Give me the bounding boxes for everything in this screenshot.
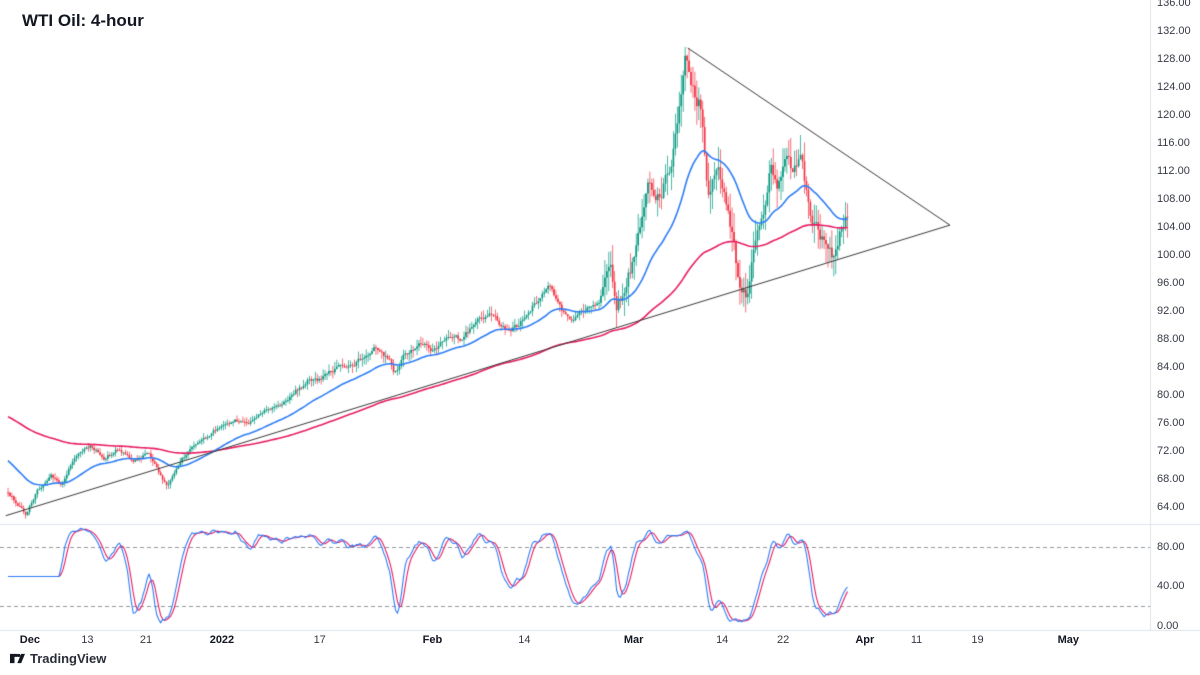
price-axis-label: 88.00 bbox=[1157, 333, 1185, 346]
price-axis-label: 136.00 bbox=[1157, 0, 1191, 10]
tradingview-logo[interactable]: TradingView bbox=[10, 651, 106, 666]
price-axis-label: 128.00 bbox=[1157, 53, 1191, 66]
time-axis-label: 22 bbox=[777, 634, 790, 646]
price-axis-label: 76.00 bbox=[1157, 417, 1185, 430]
price-axis-label: 68.00 bbox=[1157, 473, 1185, 486]
time-axis-label: 19 bbox=[971, 634, 984, 646]
price-axis-label: 84.00 bbox=[1157, 361, 1185, 374]
time-axis-label: 13 bbox=[81, 634, 94, 646]
price-axis-label: 92.00 bbox=[1157, 305, 1185, 318]
time-axis-label: Mar bbox=[623, 634, 644, 646]
price-axis-label: 132.00 bbox=[1157, 25, 1191, 38]
time-axis[interactable]: Dec 13 21 2022 17 Feb 14 Mar 14 22 Apr 11 19 May bbox=[0, 630, 1150, 652]
oscillator-axis-label: 0.00 bbox=[1157, 620, 1179, 632]
time-axis-label: May bbox=[1057, 634, 1080, 646]
time-axis-label: 2022 bbox=[209, 634, 235, 646]
time-axis-label: 17 bbox=[313, 634, 326, 646]
tradingview-logo-text: TradingView bbox=[30, 651, 107, 666]
price-axis[interactable]: 136.00 132.00 128.00 124.00 120.00 116.00 112.… bbox=[1150, 0, 1200, 632]
price-axis-label: 108.00 bbox=[1157, 193, 1191, 206]
time-axis-label: 11 bbox=[910, 634, 923, 646]
price-axis-label: 112.00 bbox=[1157, 165, 1190, 178]
time-axis-label: Dec bbox=[19, 634, 40, 646]
price-axis-label: 72.00 bbox=[1157, 445, 1185, 458]
price-axis-label: 80.00 bbox=[1157, 389, 1185, 402]
price-axis-label: 116.00 bbox=[1157, 137, 1190, 150]
price-axis-label: 100.00 bbox=[1157, 249, 1191, 262]
chart-title: WTI Oil: 4-hour bbox=[22, 11, 144, 30]
price-axis-label: 124.00 bbox=[1157, 81, 1191, 94]
time-axis-label: Feb bbox=[422, 634, 443, 646]
oscillator-axis-label: 40.00 bbox=[1157, 580, 1185, 593]
price-axis-label: 104.00 bbox=[1157, 221, 1191, 234]
price-axis-label: 120.00 bbox=[1157, 109, 1191, 122]
price-axis-label: 64.00 bbox=[1157, 501, 1185, 514]
time-axis-label: 21 bbox=[139, 634, 153, 646]
price-axis-label: 96.00 bbox=[1157, 277, 1185, 290]
oscillator-axis-label: 80.00 bbox=[1157, 540, 1185, 553]
time-axis-label: 14 bbox=[518, 634, 531, 646]
tradingview-logo-icon bbox=[10, 651, 25, 666]
time-axis-label: 14 bbox=[716, 634, 729, 646]
time-axis-label: Apr bbox=[855, 634, 875, 646]
